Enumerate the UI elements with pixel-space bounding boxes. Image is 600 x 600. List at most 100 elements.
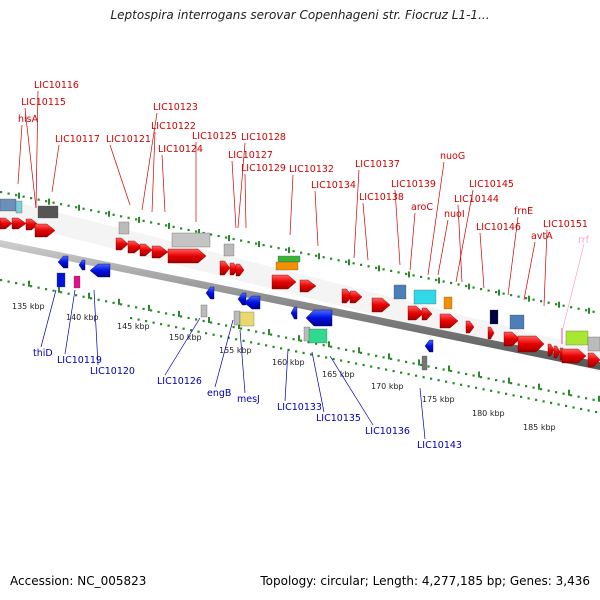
kbp-dot xyxy=(37,198,40,201)
kbp-dot xyxy=(285,336,288,339)
tick-label: 175 kbp xyxy=(422,395,455,404)
tick-label: 165 kbp xyxy=(322,370,355,379)
gene-label-reverse: LIC10126 xyxy=(157,376,202,387)
leader-line xyxy=(353,169,360,259)
kbp-dot xyxy=(120,303,123,306)
leader-line xyxy=(51,144,60,193)
kbp-tick xyxy=(18,192,20,199)
gene-label-forward: LIC10132 xyxy=(289,164,334,175)
kbp-dot xyxy=(480,287,483,291)
feature-box xyxy=(200,304,208,318)
kbp-dot xyxy=(390,357,393,360)
forward-gene xyxy=(487,326,495,340)
kbp-tick xyxy=(28,280,30,287)
kbp-tick xyxy=(348,259,350,266)
kbp-dot xyxy=(300,339,303,342)
gene-label-forward: LIC10137 xyxy=(355,159,400,170)
kbp-dot xyxy=(180,315,183,318)
kbp-dot xyxy=(315,254,318,257)
kbp-dot xyxy=(247,328,250,332)
leader-line xyxy=(362,202,369,261)
kbp-dot xyxy=(420,363,423,367)
gene-label-forward: LIC10145 xyxy=(469,179,514,190)
kbp-dot xyxy=(22,283,25,286)
accession-label: Accession: NC_005823 xyxy=(10,574,147,588)
kbp-dot xyxy=(272,345,275,348)
kbp-dot xyxy=(340,359,343,362)
kbp-dot xyxy=(532,298,535,301)
forward-gene xyxy=(0,217,13,230)
kbp-dot xyxy=(285,248,288,251)
kbp-tick xyxy=(318,253,320,260)
kbp-dot xyxy=(82,295,85,298)
kbp-dot xyxy=(407,373,410,376)
kbp-dot xyxy=(277,247,280,250)
kbp-dot xyxy=(322,256,325,259)
kbp-dot xyxy=(310,353,313,356)
leader-line xyxy=(523,241,536,301)
kbp-dot xyxy=(52,201,55,204)
kbp-dot xyxy=(255,242,258,245)
forward-gene xyxy=(219,260,231,276)
kbp-dot xyxy=(152,321,155,324)
kbp-dot xyxy=(367,265,370,268)
kbp-dot xyxy=(512,394,515,397)
kbp-dot xyxy=(137,318,140,321)
kbp-tick xyxy=(118,298,120,305)
forward-gene xyxy=(553,345,561,359)
kbp-dot xyxy=(510,294,513,297)
kbp-tick xyxy=(448,365,450,372)
kbp-dot xyxy=(490,389,493,392)
kbp-tick xyxy=(478,371,480,378)
kbp-dot xyxy=(7,280,10,283)
tick-label: 180 kbp xyxy=(472,409,505,418)
feature-box xyxy=(277,255,301,263)
kbp-dot xyxy=(240,239,243,242)
kbp-tick xyxy=(498,289,500,296)
forward-gene xyxy=(407,305,425,321)
tick-label: 185 kbp xyxy=(523,423,556,432)
kbp-dot xyxy=(52,289,55,292)
kbp-tick xyxy=(538,383,540,390)
kbp-dot xyxy=(165,224,168,227)
kbp-dot xyxy=(542,400,545,403)
kbp-dot xyxy=(580,407,583,411)
kbp-dot xyxy=(172,313,175,317)
kbp-dot xyxy=(277,335,280,338)
leader-line xyxy=(437,219,449,276)
kbp-tick xyxy=(388,353,390,360)
rrna-feature xyxy=(561,328,563,344)
gene-label-forward: frnE xyxy=(514,206,533,217)
kbp-dot xyxy=(587,409,590,412)
leader-line xyxy=(329,355,374,426)
kbp-dot xyxy=(435,366,438,370)
kbp-dot xyxy=(225,324,228,327)
feature-box xyxy=(73,275,81,289)
tick-label: 145 kbp xyxy=(117,322,150,331)
leader-line xyxy=(419,387,426,440)
kbp-dot xyxy=(337,347,340,350)
kbp-dot xyxy=(592,398,595,401)
kbp-dot xyxy=(190,329,193,332)
gene-label-forward: hisA xyxy=(18,114,39,125)
feature-box xyxy=(56,272,66,288)
forward-gene xyxy=(561,348,587,364)
kbp-dot xyxy=(422,376,425,379)
forward-gene xyxy=(11,217,27,230)
kbp-dot xyxy=(235,338,238,341)
kbp-dot xyxy=(250,341,253,344)
gene-label-forward: LIC10117 xyxy=(55,134,100,145)
kbp-dot xyxy=(160,323,163,326)
leader-line xyxy=(231,160,237,229)
kbp-dot xyxy=(257,342,260,345)
kbp-tick xyxy=(528,295,530,302)
gene-glyphs xyxy=(0,198,600,371)
kbp-dot xyxy=(367,353,370,356)
kbp-dot xyxy=(457,371,460,374)
kbp-dot xyxy=(60,291,63,294)
kbp-dot xyxy=(212,333,215,336)
leader-line xyxy=(109,144,131,206)
leader-line xyxy=(151,131,156,213)
kbp-dot xyxy=(67,204,70,207)
